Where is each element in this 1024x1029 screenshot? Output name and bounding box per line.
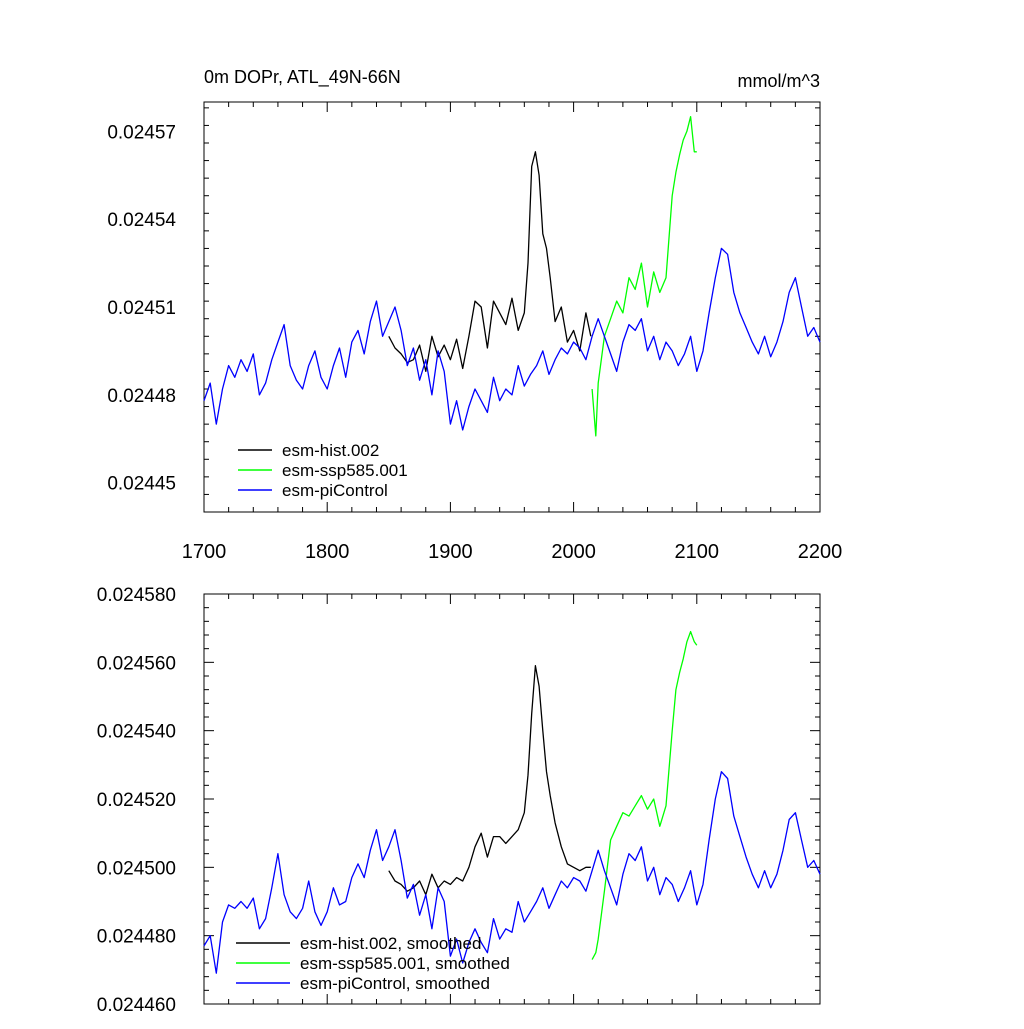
top-series-group — [203, 115, 821, 437]
x-tick-label: 1700 — [182, 541, 227, 563]
top-y-tick-labels: 0.02445 0.02448 0.02451 0.02454 0.02457 — [107, 122, 176, 494]
y-tick-label: 0.024540 — [97, 722, 176, 743]
legend-label-ssp: esm-ssp585.001, smoothed — [300, 954, 510, 973]
y-tick-label: 0.02457 — [107, 122, 176, 143]
bottom-series-group — [203, 630, 821, 974]
y-tick-label: 0.024460 — [97, 995, 176, 1016]
bottom-ticks — [203, 593, 821, 1005]
top-plot-frame — [203, 101, 821, 513]
series-line-ssp — [591, 630, 698, 960]
top-ticks — [203, 102, 821, 513]
y-tick-label: 0.02454 — [107, 210, 176, 231]
y-tick-label: 0.02445 — [107, 474, 176, 495]
series-line-pic — [203, 771, 821, 974]
y-tick-label: 0.024520 — [97, 790, 176, 811]
top-panel: 0m DOPr, ATL_49N-66N mmol/m^3 0.024450.0… — [107, 67, 842, 563]
x-tick-label: 1800 — [305, 541, 350, 563]
x-tick-label: 2100 — [675, 541, 720, 563]
x-tick-label: 1900 — [428, 541, 473, 563]
chart-title: 0m DOPr, ATL_49N-66N — [204, 67, 401, 88]
y-tick-label: 0.024500 — [97, 858, 176, 879]
legend-label-hist: esm-hist.002 — [282, 441, 379, 460]
bottom-panel: 0.024460 0.024480 0.024500 0.024520 0.024540… — [97, 585, 821, 1016]
x-tick-label: 2000 — [551, 541, 596, 563]
y-tick-label: 0.024580 — [97, 585, 176, 606]
legend-label-ssp: esm-ssp585.001 — [282, 461, 408, 480]
bottom-y-tick-labels: 0.024460 0.024480 0.024500 0.024520 0.024540… — [97, 585, 176, 1016]
y-tick-label: 0.02451 — [107, 298, 176, 319]
series-line-hist — [388, 665, 591, 896]
top-x-tick-labels: 1700 1800 1900 2000 2100 2200 — [182, 541, 843, 563]
legend-label-pic: esm-piControl — [282, 481, 388, 500]
series-line-pic — [203, 247, 821, 431]
bottom-plot-frame — [203, 593, 821, 1005]
series-line-ssp — [591, 115, 697, 437]
legend-label-hist: esm-hist.002, smoothed — [300, 934, 481, 953]
legend-label-pic: esm-piControl, smoothed — [300, 974, 490, 993]
y-tick-label: 0.024560 — [97, 653, 176, 674]
y-tick-label: 0.02448 — [107, 386, 176, 407]
units-label: mmol/m^3 — [738, 71, 820, 91]
y-tick-label: 0.024480 — [97, 927, 176, 948]
x-tick-label: 2200 — [798, 541, 843, 563]
series-line-hist — [388, 151, 592, 373]
